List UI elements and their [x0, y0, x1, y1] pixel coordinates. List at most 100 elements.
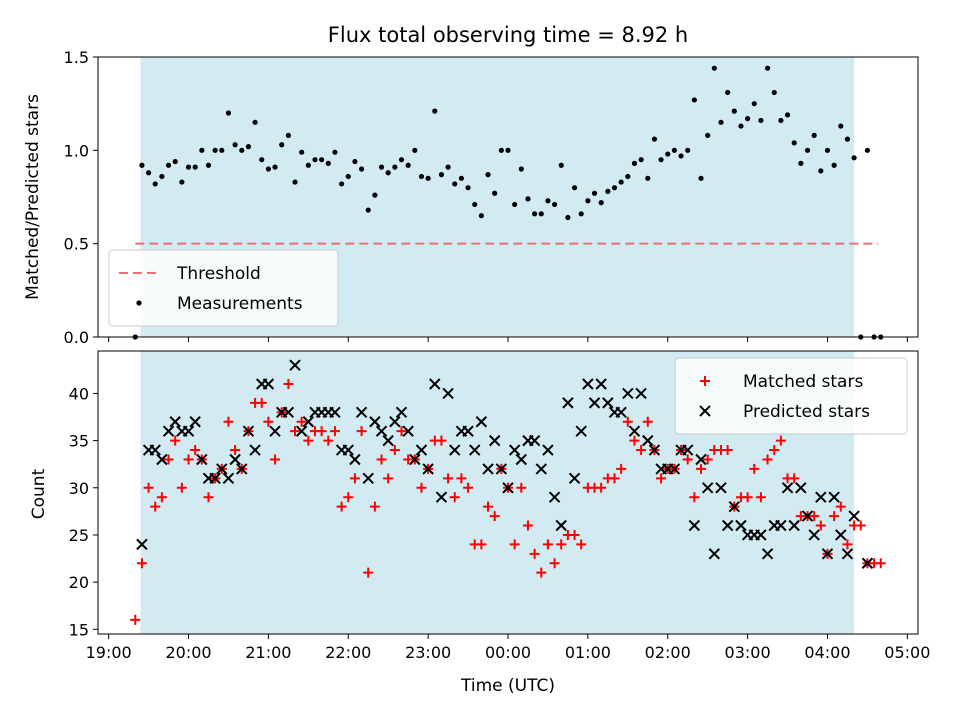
matched-point: [549, 558, 560, 569]
predicted-point: [295, 425, 308, 437]
predicted-point: [788, 519, 800, 532]
predicted-point: [169, 416, 181, 428]
measurement-point: [764, 65, 771, 71]
matched-point: [755, 492, 766, 503]
measurement-point: [259, 157, 265, 163]
matched-point: [629, 435, 640, 446]
predicted-point: [755, 529, 767, 541]
matched-point: [835, 501, 846, 512]
predicted-point: [289, 359, 301, 371]
legend-label: Measurements: [177, 294, 303, 314]
predicted-point: [688, 519, 701, 532]
predicted-point: [402, 425, 414, 437]
measurement-point: [498, 147, 504, 153]
predicted-point: [449, 444, 461, 456]
measurement-point: [205, 162, 212, 168]
measurement-point: [778, 117, 784, 124]
matched-point: [556, 539, 567, 550]
matched-point: [749, 463, 760, 474]
matched-point: [642, 416, 653, 427]
ratio-y-axis-label: Matched/Predicted stars: [23, 94, 43, 300]
measurement-point: [518, 166, 524, 172]
matched-point: [702, 454, 713, 465]
y-tick-label: 40: [69, 384, 89, 403]
matched-point: [369, 501, 380, 512]
measurement-point: [578, 211, 584, 217]
matched-point: [476, 539, 487, 550]
measurement-point: [478, 213, 484, 219]
predicted-point: [841, 548, 854, 560]
measurement-point: [771, 89, 777, 96]
matched-point: [143, 482, 154, 493]
predicted-point: [582, 378, 594, 390]
matched-point: [509, 539, 520, 550]
matched-point: [130, 614, 141, 625]
predicted-point: [469, 444, 481, 456]
predicted-point: [542, 444, 554, 456]
predicted-point: [216, 463, 228, 475]
y-tick-label: 15: [69, 620, 89, 639]
predicted-point: [156, 453, 168, 466]
matched-point: [516, 482, 527, 493]
measurement-point: [645, 175, 651, 181]
series-dot: [132, 65, 884, 340]
x-tick-label: 23:00: [405, 643, 451, 662]
matched-point: [456, 473, 467, 484]
measurement-point: [811, 132, 817, 138]
predicted-point: [535, 463, 547, 475]
measurement-point: [305, 162, 311, 168]
predicted-point: [262, 378, 275, 390]
predicted-point: [502, 482, 514, 494]
x-axis-label: Time (UTC): [460, 676, 555, 696]
predicted-point: [475, 416, 488, 428]
measurement-point: [745, 116, 751, 122]
predicted-point: [715, 482, 727, 494]
matched-point: [742, 492, 753, 503]
matched-point: [829, 511, 840, 522]
measurement-point: [818, 168, 824, 174]
predicted-point: [815, 491, 827, 503]
x-tick-label: 05:00: [884, 643, 930, 662]
predicted-point: [515, 453, 528, 466]
measurement-point: [412, 147, 418, 153]
predicted-point: [222, 472, 235, 485]
predicted-point: [761, 548, 774, 560]
ratio-panel: 0.0 0.5 1.0 1.5 Threshold Measurements: [64, 48, 919, 347]
measurement-point: [605, 188, 611, 194]
predicted-point: [369, 416, 381, 428]
y-tick-label: 0.5: [64, 235, 89, 254]
x-tick-label: 03:00: [725, 643, 771, 662]
measurement-point: [398, 157, 405, 163]
measurement-point: [598, 200, 604, 206]
measurement-point: [472, 201, 478, 208]
predicted-point: [801, 510, 814, 522]
predicted-point: [528, 434, 541, 447]
measurement-point: [658, 157, 664, 163]
predicted-point: [342, 444, 354, 456]
predicted-point: [269, 425, 281, 437]
predicted-point: [668, 463, 681, 475]
x-tick-label: 21:00: [245, 643, 291, 662]
predicted-point: [728, 500, 741, 513]
matched-point: [449, 492, 460, 503]
predicted-point: [848, 510, 860, 522]
measurement-point: [292, 179, 298, 185]
measurement-point: [152, 181, 158, 187]
figure-title: Flux total observing time = 8.92 h: [328, 23, 688, 47]
matched-point: [436, 435, 447, 446]
measurement-point: [545, 198, 551, 204]
matched-point: [363, 567, 374, 578]
matched-point: [230, 445, 241, 456]
measurement-point: [638, 157, 644, 163]
matched-point: [356, 426, 367, 437]
predicted-point: [395, 406, 408, 419]
predicted-point: [795, 482, 807, 494]
matched-point: [489, 511, 500, 522]
matched-point: [842, 539, 853, 550]
predicted-point: [488, 434, 501, 447]
matched-point: [762, 454, 773, 465]
measurement-point: [844, 136, 851, 142]
measurement-point: [452, 181, 458, 187]
predicted-point: [701, 482, 714, 494]
predicted-point: [548, 491, 561, 503]
